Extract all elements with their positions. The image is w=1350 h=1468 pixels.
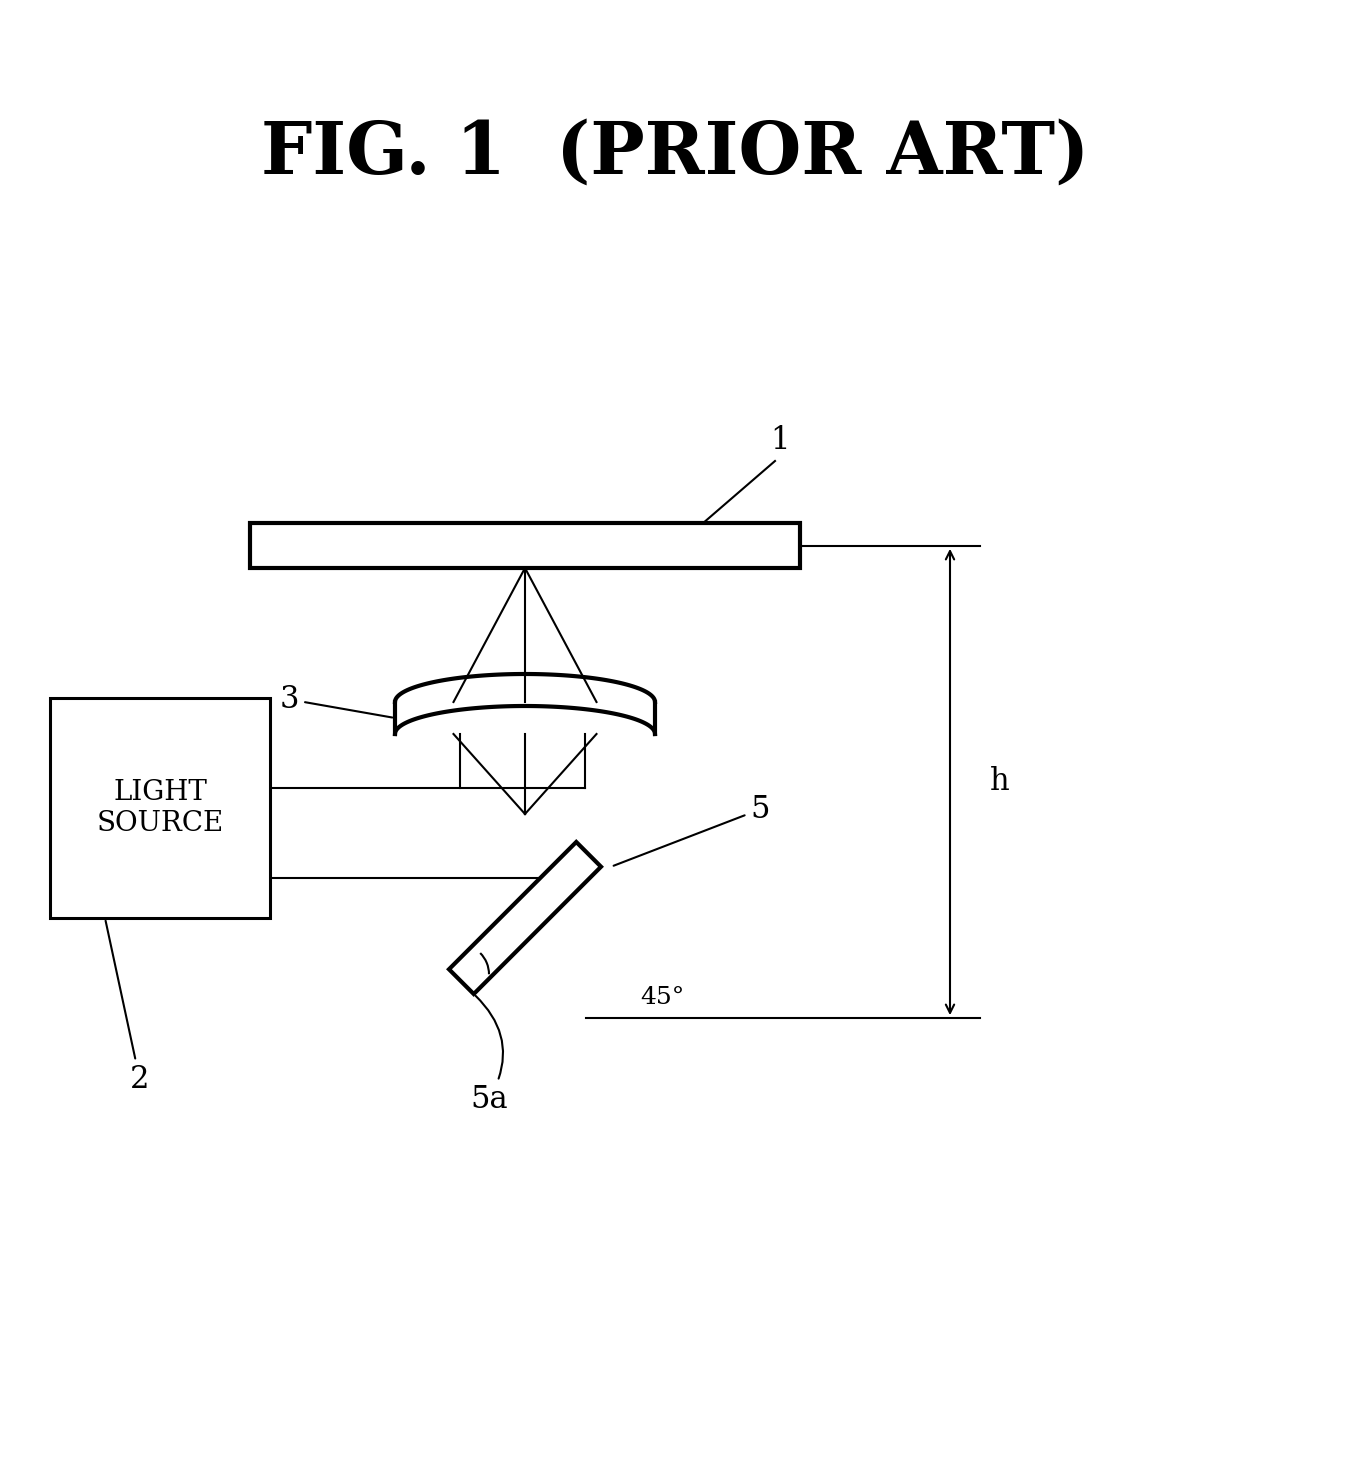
Polygon shape <box>450 843 601 994</box>
Text: h: h <box>990 766 1010 797</box>
Bar <box>250 523 801 568</box>
Text: 3: 3 <box>279 684 393 718</box>
Bar <box>50 697 270 918</box>
Text: FIG. 1  (PRIOR ART): FIG. 1 (PRIOR ART) <box>261 117 1089 189</box>
Text: LIGHT
SOURCE: LIGHT SOURCE <box>96 780 224 837</box>
Text: 5a: 5a <box>470 995 508 1116</box>
Text: 5: 5 <box>614 794 769 866</box>
Text: 45°: 45° <box>640 986 684 1010</box>
Text: 1: 1 <box>771 426 790 457</box>
Text: 2: 2 <box>105 920 150 1095</box>
